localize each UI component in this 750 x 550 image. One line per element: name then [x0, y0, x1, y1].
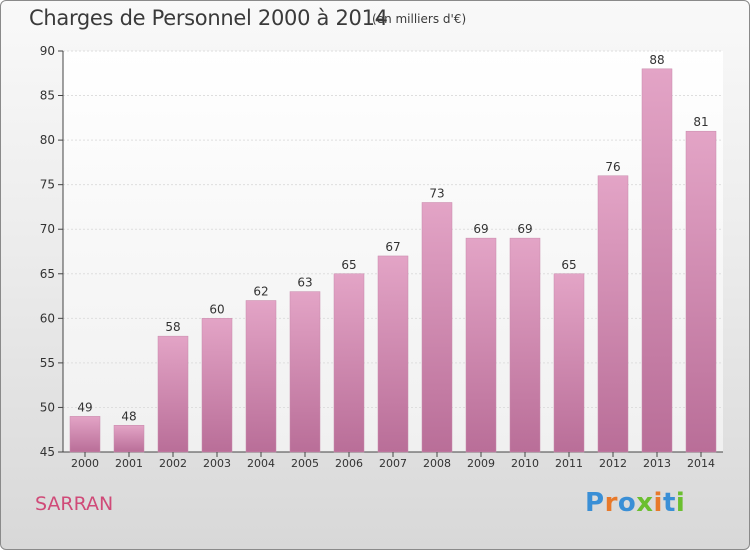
x-tick-label: 2011	[555, 457, 583, 470]
chart-subtitle: (en milliers d'€)	[372, 12, 467, 26]
bar	[113, 425, 145, 453]
y-tick-label: 75	[40, 178, 55, 192]
x-tick-label: 2004	[247, 457, 275, 470]
commune-name: SARRAN	[35, 493, 114, 515]
chart-title: Charges de Personnel 2000 à 2014	[29, 6, 388, 30]
logo-letter: i	[653, 488, 663, 518]
logo-letter: P	[585, 488, 605, 518]
x-tick-label: 2012	[599, 457, 627, 470]
bar	[597, 175, 629, 453]
logo-letter: t	[662, 488, 676, 518]
proxiti-logo: Proxiti	[585, 488, 685, 518]
bar-value-label: 58	[165, 320, 180, 334]
bar-value-label: 62	[253, 285, 268, 299]
y-tick-label: 85	[40, 89, 55, 103]
bar-value-label: 69	[473, 222, 488, 236]
y-tick-label: 80	[40, 133, 55, 147]
x-tick-label: 2001	[115, 457, 143, 470]
x-tick-label: 2003	[203, 457, 231, 470]
bar-value-label: 48	[121, 409, 136, 423]
bar	[157, 335, 189, 453]
bar	[509, 237, 541, 453]
logo-letter: r	[604, 488, 618, 518]
bar-value-label: 65	[341, 258, 356, 272]
bar-value-label: 63	[297, 276, 312, 290]
bar-value-label: 49	[77, 400, 92, 414]
x-tick-label: 2008	[423, 457, 451, 470]
logo-letter: x	[636, 488, 654, 518]
bar-value-label: 73	[429, 186, 444, 200]
x-tick-label: 2014	[687, 457, 715, 470]
x-tick-label: 2002	[159, 457, 187, 470]
x-tick-label: 2006	[335, 457, 363, 470]
bar	[289, 291, 321, 453]
bar	[641, 68, 673, 453]
y-tick-label: 55	[40, 356, 55, 370]
y-tick-label: 65	[40, 267, 55, 281]
y-tick-label: 70	[40, 222, 55, 236]
logo-letter: o	[617, 488, 637, 518]
x-tick-label: 2000	[71, 457, 99, 470]
bar	[333, 273, 365, 453]
bar	[69, 416, 101, 453]
bar	[553, 273, 585, 453]
bar	[685, 130, 717, 453]
bar-value-label: 65	[561, 258, 576, 272]
bar-value-label: 81	[693, 115, 708, 129]
bar	[465, 237, 497, 453]
y-tick-label: 50	[40, 400, 55, 414]
bar-value-label: 76	[605, 160, 620, 174]
bar	[245, 300, 277, 453]
y-tick-label: 90	[40, 44, 55, 58]
bar-value-label: 60	[209, 302, 224, 316]
logo-letter: i	[675, 488, 686, 518]
y-tick-label: 45	[40, 445, 55, 459]
bar-value-label: 88	[649, 53, 664, 67]
bar	[201, 318, 233, 453]
bar-value-label: 69	[517, 222, 532, 236]
x-tick-label: 2013	[643, 457, 671, 470]
x-tick-label: 2007	[379, 457, 407, 470]
y-tick-label: 60	[40, 311, 55, 325]
x-tick-label: 2009	[467, 457, 495, 470]
x-tick-label: 2010	[511, 457, 539, 470]
bar-value-label: 67	[385, 240, 400, 254]
bar	[421, 202, 453, 453]
bar	[377, 255, 409, 453]
x-tick-label: 2005	[291, 457, 319, 470]
